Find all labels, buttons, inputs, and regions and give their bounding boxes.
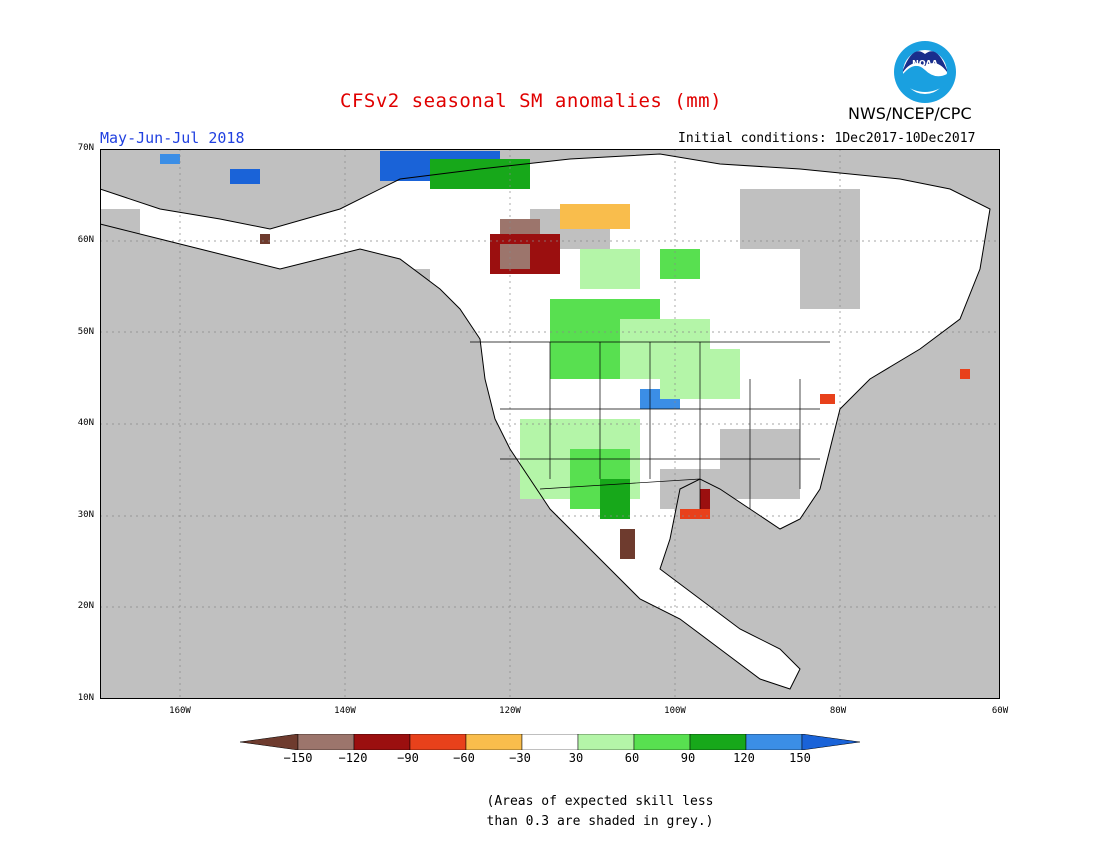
positive-anomaly-patches — [160, 151, 740, 519]
colorbar-segment — [409, 734, 467, 750]
anomaly-map — [100, 149, 1000, 699]
colorbar-segment — [577, 734, 635, 750]
colorbar — [240, 734, 861, 750]
lat-label-20n: 20N — [77, 601, 94, 611]
initial-conditions-label: Initial conditions: 1Dec2017-10Dec2017 — [678, 131, 976, 146]
skill-note-line-2: than 0.3 are shaded in grey.) — [486, 814, 714, 829]
lat-label-60n: 60N — [77, 235, 94, 245]
colorbar-segment — [240, 734, 299, 750]
map-title: CFSv2 seasonal SM anomalies (mm) — [340, 90, 723, 112]
noaa-logo: NOAA — [894, 41, 956, 103]
political-borders — [470, 341, 830, 509]
colorbar-segment — [689, 734, 747, 750]
season-label: May-Jun-Jul 2018 — [100, 129, 245, 147]
colorbar-label: −30 — [509, 751, 531, 765]
logo-text: NOAA — [912, 59, 938, 68]
colorbar-label: 90 — [680, 751, 696, 765]
lon-label-60w: 60W — [991, 706, 1009, 716]
lat-label-40n: 40N — [77, 418, 94, 428]
colorbar-segment — [521, 734, 579, 750]
colorbar-label: −60 — [453, 751, 475, 765]
colorbar-label: 30 — [568, 751, 584, 765]
colorbar-label: 60 — [624, 751, 640, 765]
coastline — [100, 153, 991, 690]
skill-note-line-1: (Areas of expected skill less — [486, 794, 714, 809]
colorbar-label: −150 — [283, 751, 313, 765]
colorbar-label: 120 — [733, 751, 755, 765]
colorbar-segment — [633, 734, 691, 750]
colorbar-label: −90 — [397, 751, 419, 765]
negative-anomaly-patches — [260, 204, 970, 559]
colorbar-label: 150 — [789, 751, 811, 765]
colorbar-segment — [801, 734, 861, 750]
skill-note: (Areas of expected skill less than 0.3 a… — [470, 792, 730, 832]
lon-label-140w: 140W — [334, 706, 356, 716]
lat-label-50n: 50N — [77, 327, 94, 337]
agency-label: NWS/NCEP/CPC — [848, 104, 972, 123]
lon-label-160w: 160W — [169, 706, 191, 716]
lon-label-80w: 80W — [829, 706, 847, 716]
lat-label-10n: 10N — [77, 693, 94, 703]
map-frame — [100, 149, 1000, 699]
colorbar-segment — [465, 734, 523, 750]
lon-label-120w: 120W — [499, 706, 521, 716]
colorbar-segment — [745, 734, 803, 750]
lat-label-30n: 30N — [77, 510, 94, 520]
colorbar-label: −120 — [338, 751, 368, 765]
lat-label-70n: 70N — [77, 143, 94, 153]
colorbar-segment — [353, 734, 411, 750]
colorbar-segment — [297, 734, 355, 750]
lon-label-100w: 100W — [664, 706, 686, 716]
